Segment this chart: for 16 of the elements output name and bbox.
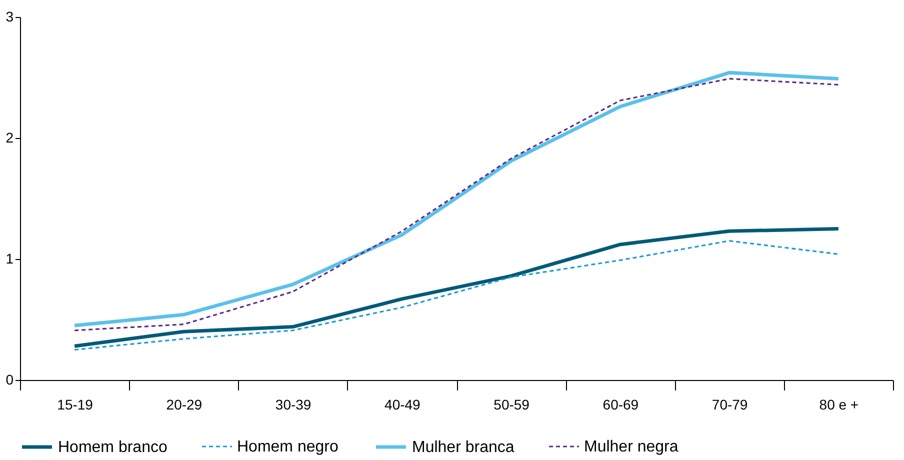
legend-label: Mulher negra [584,438,678,456]
x-tick-label: 70-79 [712,396,748,412]
x-tick-label: 80 e + [819,396,859,412]
x-tick-label: 15-19 [57,396,94,412]
y-tick-label: 3 [6,8,14,24]
x-tick-label: 20-29 [166,396,202,412]
x-tick-label: 60-69 [602,396,639,412]
x-tick-label: 40-49 [384,396,421,412]
legend-label: Homem branco [58,439,168,456]
y-tick-label: 2 [6,130,14,146]
y-tick-label: 1 [6,250,14,266]
x-tick-label: 50-59 [494,396,530,412]
legend-label: Mulher branca [412,439,514,456]
x-tick-label: 30-39 [275,396,312,412]
y-tick-label: 0 [6,372,14,388]
legend-label: Homem negro [237,438,338,456]
